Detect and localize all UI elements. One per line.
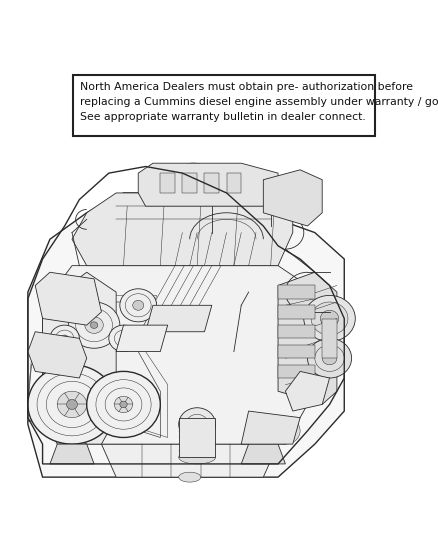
- Ellipse shape: [179, 408, 215, 441]
- Polygon shape: [263, 170, 322, 226]
- Ellipse shape: [133, 301, 144, 310]
- Ellipse shape: [114, 396, 133, 413]
- Polygon shape: [72, 193, 293, 265]
- Bar: [278, 286, 315, 298]
- Ellipse shape: [57, 391, 87, 418]
- Ellipse shape: [278, 424, 293, 438]
- Polygon shape: [138, 163, 278, 206]
- Text: 1: 1: [251, 190, 259, 204]
- FancyBboxPatch shape: [74, 75, 375, 136]
- Polygon shape: [42, 272, 116, 444]
- Polygon shape: [50, 444, 94, 464]
- Ellipse shape: [120, 401, 127, 408]
- Polygon shape: [42, 265, 307, 444]
- Polygon shape: [286, 372, 329, 411]
- Bar: [205, 173, 219, 193]
- Ellipse shape: [68, 302, 120, 348]
- Ellipse shape: [87, 372, 160, 438]
- Bar: [160, 173, 175, 193]
- Polygon shape: [102, 444, 278, 477]
- Polygon shape: [145, 305, 212, 332]
- Polygon shape: [35, 272, 102, 325]
- Polygon shape: [241, 444, 286, 464]
- Bar: [278, 365, 315, 378]
- Ellipse shape: [61, 335, 68, 342]
- Ellipse shape: [179, 472, 201, 482]
- Ellipse shape: [320, 310, 339, 327]
- Bar: [322, 319, 337, 358]
- Ellipse shape: [322, 352, 337, 365]
- Ellipse shape: [311, 302, 348, 335]
- Bar: [278, 345, 315, 358]
- Ellipse shape: [50, 325, 79, 352]
- Ellipse shape: [90, 322, 98, 328]
- Text: North America Dealers must obtain pre- authorization before
replacing a Cummins : North America Dealers must obtain pre- a…: [80, 82, 438, 122]
- Bar: [226, 173, 241, 193]
- Ellipse shape: [286, 190, 300, 203]
- Ellipse shape: [271, 418, 300, 444]
- Ellipse shape: [307, 338, 352, 378]
- Ellipse shape: [67, 400, 78, 409]
- Bar: [278, 305, 315, 319]
- Text: 2: 2: [336, 285, 344, 297]
- Bar: [179, 418, 215, 457]
- Polygon shape: [241, 411, 300, 444]
- Text: 3: 3: [336, 302, 344, 315]
- Ellipse shape: [85, 317, 103, 334]
- Ellipse shape: [179, 451, 215, 464]
- Ellipse shape: [120, 289, 157, 322]
- Ellipse shape: [278, 183, 307, 209]
- Ellipse shape: [109, 325, 138, 352]
- Ellipse shape: [304, 295, 355, 342]
- Polygon shape: [116, 325, 168, 352]
- Bar: [182, 173, 197, 193]
- Bar: [278, 325, 315, 338]
- Ellipse shape: [28, 365, 116, 444]
- Polygon shape: [28, 193, 344, 477]
- Polygon shape: [28, 332, 87, 378]
- Polygon shape: [278, 272, 337, 405]
- Ellipse shape: [293, 378, 322, 405]
